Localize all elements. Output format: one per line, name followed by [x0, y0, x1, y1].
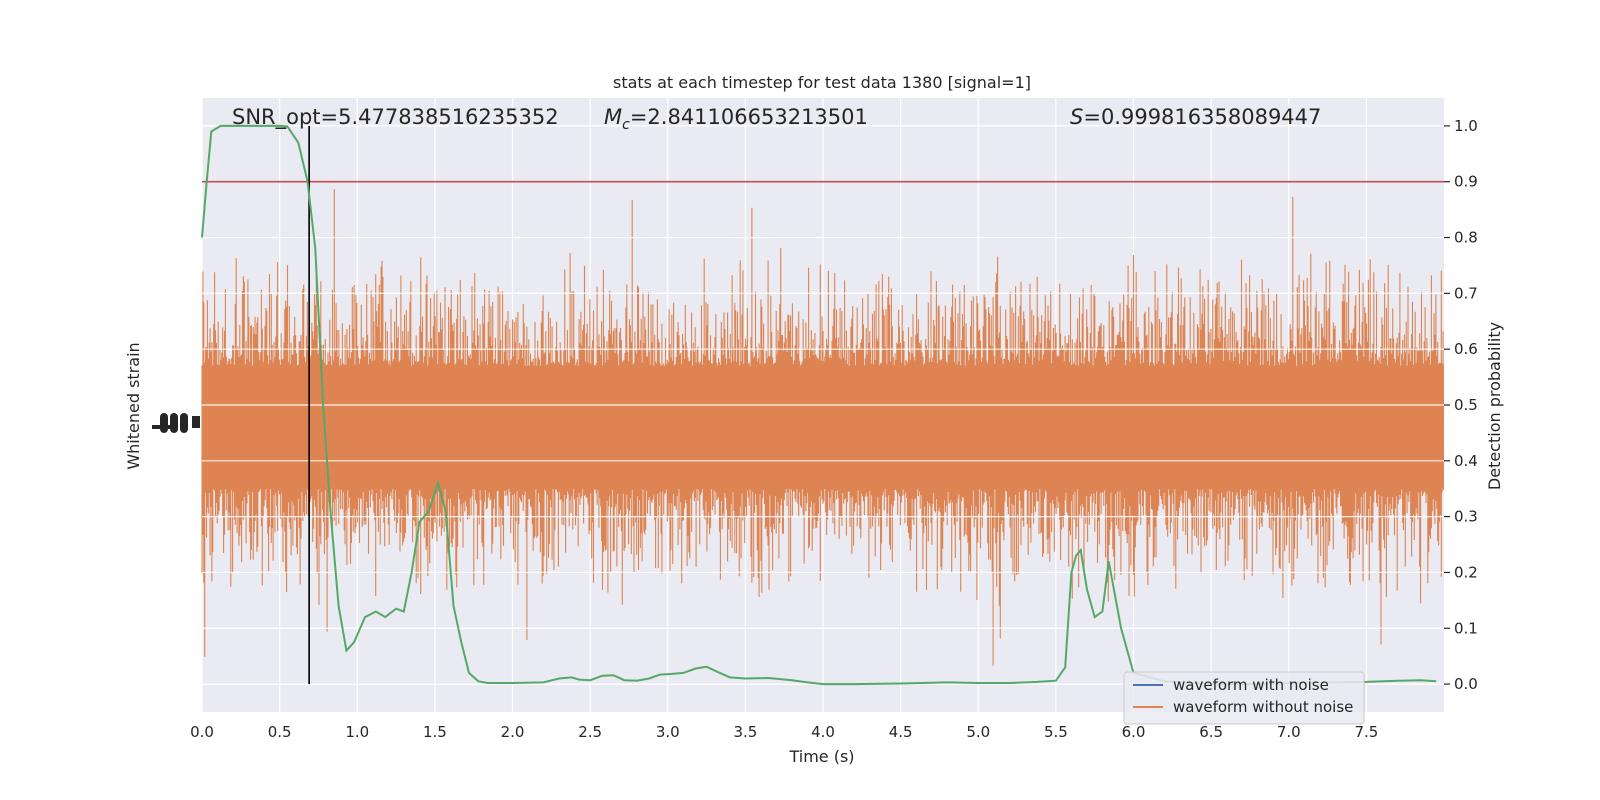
x-tick-label: 1.5 — [423, 723, 447, 741]
snr-annotation: SNR_opt=5.477838516235352 — [232, 105, 559, 130]
legend-label-with-noise: waveform with noise — [1173, 676, 1329, 694]
x-tick-label: 6.0 — [1122, 723, 1146, 741]
chart-title: stats at each timestep for test data 138… — [613, 73, 1031, 92]
x-tick-label: 0.5 — [268, 723, 292, 741]
chirp-mass-annotation: Mc=2.841106653213501 — [604, 105, 868, 133]
x-tick-label: 0.0 — [190, 723, 214, 741]
y-tick-label: 0.2 — [1454, 563, 1478, 581]
noise-series — [201, 189, 1444, 666]
chirp-mass-symbol: M — [604, 105, 622, 129]
x-tick-label: 2.5 — [578, 723, 602, 741]
left-axis-overlapping-ticks — [152, 413, 200, 433]
y-tick-label: 0.5 — [1454, 396, 1478, 414]
score-annotation: S=0.999816358089447 — [1070, 105, 1321, 129]
x-tick-label: 3.5 — [733, 723, 757, 741]
y-tick-label: 0.3 — [1454, 508, 1478, 526]
noise-core — [202, 365, 1444, 489]
y-tick-label: 0.1 — [1454, 619, 1478, 637]
y-axis-label-right: Detection probability — [1485, 322, 1504, 490]
x-tick-label: 6.5 — [1199, 723, 1223, 741]
x-tick-label: 5.5 — [1044, 723, 1068, 741]
x-tick-label: 5.0 — [966, 723, 990, 741]
x-tick-label: 2.0 — [501, 723, 525, 741]
chirp-mass-subscript: c — [622, 117, 630, 133]
legend-label-without-noise: waveform without noise — [1173, 698, 1353, 716]
y-tick-label: 1.0 — [1454, 117, 1478, 135]
y-tick-label: 0.9 — [1454, 173, 1478, 191]
x-tick-label: 7.5 — [1354, 723, 1378, 741]
y-tick-label: 0.8 — [1454, 229, 1478, 247]
x-axis-label: Time (s) — [788, 747, 854, 766]
y-tick-label: 0.0 — [1454, 675, 1478, 693]
y-axis-label-left: Whitened strain — [124, 342, 143, 469]
score-value: =0.999816358089447 — [1083, 105, 1321, 129]
x-tick-label: 4.0 — [811, 723, 835, 741]
probability-series — [201, 124, 1437, 686]
y-tick-label: 0.4 — [1454, 452, 1478, 470]
y-tick-label: 0.7 — [1454, 284, 1478, 302]
detection-probability-line — [201, 124, 1437, 686]
x-tick-label: 4.5 — [889, 723, 913, 741]
axes: 0.0 0.5 1.0 1.5 2.0 2.5 3.0 3.5 4.0 4.5 5.0 5.5 6.0 6… — [190, 117, 1478, 741]
score-symbol: S — [1070, 105, 1083, 129]
x-tick-label: 7.0 — [1277, 723, 1301, 741]
x-tick-label: 1.0 — [345, 723, 369, 741]
legend: waveform with noise waveform without noi… — [1123, 671, 1365, 725]
y-tick-label: 0.6 — [1454, 340, 1478, 358]
chirp-mass-value: =2.841106653213501 — [630, 105, 868, 129]
x-tick-label: 3.0 — [656, 723, 680, 741]
